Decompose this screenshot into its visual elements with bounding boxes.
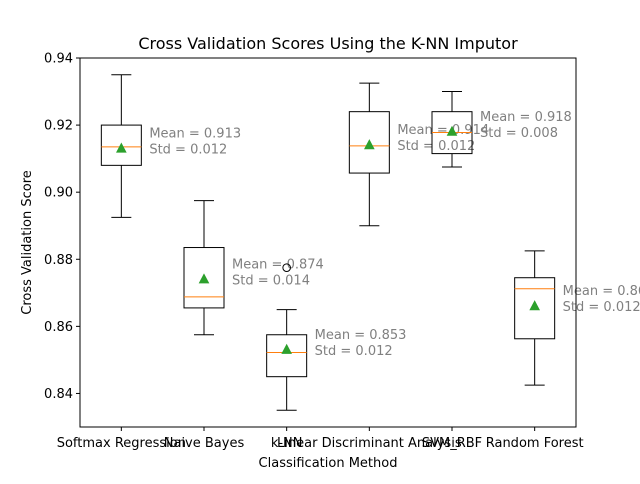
box-2-iqr-box	[183, 247, 225, 309]
y-tick-label-2: 0.86	[44, 320, 73, 335]
box-5-std-label: Std = 0.008	[480, 126, 558, 141]
box-3-std-label: Std = 0.012	[315, 344, 393, 359]
box-4-std-label: Std = 0.012	[397, 139, 475, 154]
box-4-mean-marker	[364, 139, 375, 150]
box-2-mean-label: Mean = 0.874	[232, 257, 324, 272]
y-axis-label: Cross Validation Score	[20, 170, 35, 315]
y-tick-label-4: 0.90	[44, 186, 73, 201]
chart-title: Cross Validation Scores Using the K-NN I…	[138, 34, 518, 53]
x-tick-label-6: Random Forest	[486, 436, 584, 451]
x-tick-label-5: SVM_RBF	[422, 436, 482, 451]
box-2-std-label: Std = 0.014	[232, 273, 310, 288]
box-3-mean-marker	[281, 343, 292, 354]
x-tick-label-3: k-NN	[271, 436, 303, 451]
x-tick-label-2: Naive Bayes	[164, 436, 245, 451]
box-4-mean-label: Mean = 0.914	[397, 123, 489, 138]
box-6-mean-label: Mean = 0.866	[563, 284, 640, 299]
box-1-iqr-box	[100, 124, 142, 166]
box-6-std-label: Std = 0.012	[563, 300, 640, 315]
x-axis-label: Classification Method	[259, 456, 398, 471]
box-2-mean-marker	[198, 273, 210, 284]
box-3-iqr-box	[266, 334, 308, 378]
x-tick-label-4: Linear Discriminant Analysis	[277, 436, 462, 451]
box-5-mean-label: Mean = 0.918	[480, 110, 572, 125]
y-tick-label-5: 0.92	[44, 119, 73, 134]
box-5-mean-marker	[446, 125, 458, 136]
plot-frame	[79, 57, 577, 428]
box-6-mean-marker	[529, 300, 540, 311]
box-4-iqr-box	[348, 111, 390, 174]
box-1-mean-label: Mean = 0.913	[149, 127, 241, 142]
box-3-outlier-1	[282, 263, 291, 272]
box-3-mean-label: Mean = 0.853	[315, 328, 407, 343]
box-1-mean-marker	[116, 142, 127, 153]
y-tick-label-6: 0.94	[44, 52, 73, 67]
y-tick-label-3: 0.88	[44, 253, 73, 268]
y-tick-label-1: 0.84	[44, 387, 73, 402]
box-6-iqr-box	[514, 277, 556, 340]
x-tick-label-1: Softmax Regression	[57, 436, 186, 451]
box-1-std-label: Std = 0.012	[149, 143, 227, 158]
